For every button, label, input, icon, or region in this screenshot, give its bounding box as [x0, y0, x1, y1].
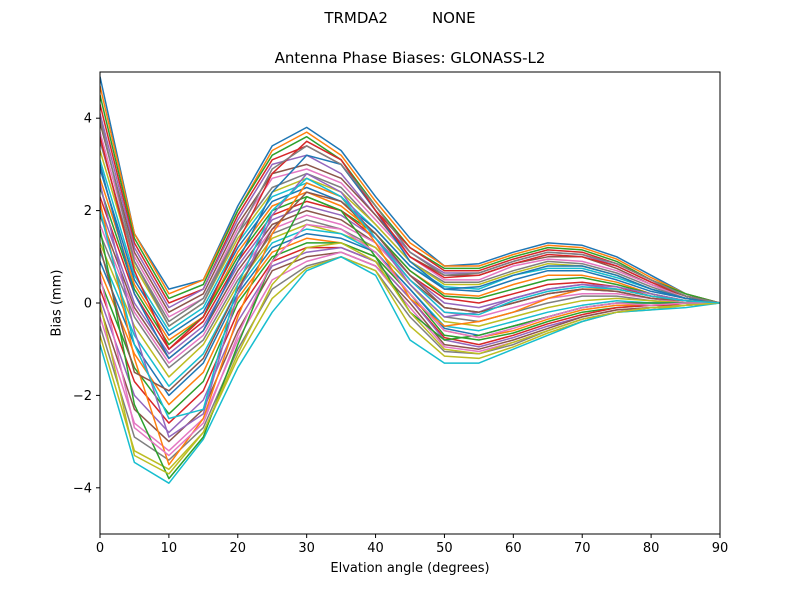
- y-tick-label: 4: [84, 112, 92, 127]
- station-name: TRMDA2: [324, 9, 388, 27]
- figure-suptitle: TRMDA2 NONE: [0, 9, 800, 27]
- x-tick-label: 80: [643, 541, 660, 556]
- x-tick-label: 30: [298, 541, 315, 556]
- x-tick-label: 70: [574, 541, 591, 556]
- series-line-39: [100, 242, 720, 475]
- series-line-31: [100, 154, 720, 360]
- series-layer: [100, 76, 720, 484]
- y-tick-label: 2: [84, 204, 92, 219]
- x-tick-label: 50: [436, 541, 453, 556]
- series-line-22: [100, 237, 720, 406]
- x-tick-label: 60: [505, 541, 522, 556]
- series-line-2: [100, 85, 720, 304]
- series-line-35: [100, 172, 720, 438]
- x-tick-label: 90: [712, 541, 729, 556]
- series-line-37: [100, 223, 720, 457]
- chart-title: Antenna Phase Biases: GLONASS-L2: [274, 49, 546, 67]
- y-tick-label: −4: [73, 481, 92, 496]
- series-line-3: [100, 94, 720, 304]
- x-axis-label: Elvation angle (degrees): [330, 561, 490, 576]
- series-line-11: [100, 168, 720, 337]
- radome-name: NONE: [431, 9, 476, 27]
- x-tick-label: 40: [367, 541, 384, 556]
- y-tick-label: 0: [84, 297, 92, 312]
- x-tick-label: 0: [96, 541, 104, 556]
- y-axis-ticks: −4 −2 0 2 4: [73, 112, 100, 496]
- series-line-40: [100, 177, 720, 420]
- series-line-38: [100, 118, 720, 327]
- x-axis-ticks: 0 10 20 30 40 50 60 70 80 90: [96, 534, 728, 556]
- y-axis-label: Bias (mm): [49, 269, 65, 337]
- series-line-34: [100, 136, 720, 350]
- x-tick-label: 20: [230, 541, 247, 556]
- y-tick-label: −2: [73, 389, 92, 404]
- series-line-36: [100, 191, 720, 392]
- series-line-5: [100, 113, 720, 309]
- x-tick-label: 10: [161, 541, 178, 556]
